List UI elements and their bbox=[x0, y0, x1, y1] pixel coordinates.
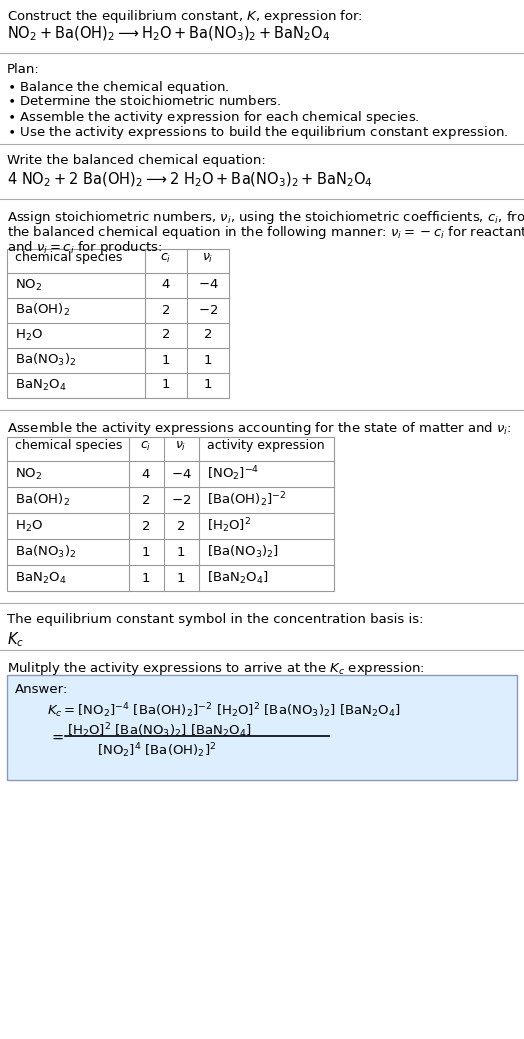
Text: and $\nu_i = c_i$ for products:: and $\nu_i = c_i$ for products: bbox=[7, 239, 162, 256]
Text: the balanced chemical equation in the following manner: $\nu_i = -c_i$ for react: the balanced chemical equation in the fo… bbox=[7, 224, 524, 241]
Text: $\mathrm{Ba(NO_3)_2}$: $\mathrm{Ba(NO_3)_2}$ bbox=[15, 352, 77, 368]
Text: $\bullet$ Balance the chemical equation.: $\bullet$ Balance the chemical equation. bbox=[7, 79, 230, 96]
Text: $[\mathrm{Ba(OH)_2}]^{-2}$: $[\mathrm{Ba(OH)_2}]^{-2}$ bbox=[207, 490, 287, 509]
Bar bbox=[7, 249, 229, 398]
Text: 2: 2 bbox=[142, 520, 150, 533]
Text: 2: 2 bbox=[177, 520, 185, 533]
Text: 1: 1 bbox=[142, 571, 150, 585]
Text: 2: 2 bbox=[162, 303, 170, 317]
Text: 4: 4 bbox=[142, 468, 150, 480]
Text: $\mathrm{4\ NO_2 + 2\ Ba(OH)_2 \longrightarrow 2\ H_2O + Ba(NO_3)_2 + BaN_2O_4}$: $\mathrm{4\ NO_2 + 2\ Ba(OH)_2 \longrigh… bbox=[7, 171, 373, 189]
Text: $[\mathrm{BaN_2O_4}]$: $[\mathrm{BaN_2O_4}]$ bbox=[207, 570, 269, 586]
Text: $[\mathrm{NO_2}]^{4}\ [\mathrm{Ba(OH)_2}]^{2}$: $[\mathrm{NO_2}]^{4}\ [\mathrm{Ba(OH)_2}… bbox=[97, 741, 216, 760]
Text: Construct the equilibrium constant, $K$, expression for:: Construct the equilibrium constant, $K$,… bbox=[7, 8, 363, 25]
Text: $\mathrm{Ba(NO_3)_2}$: $\mathrm{Ba(NO_3)_2}$ bbox=[15, 544, 77, 560]
Bar bbox=[7, 675, 517, 780]
Text: 1: 1 bbox=[204, 353, 212, 367]
Text: $-4$: $-4$ bbox=[171, 468, 191, 480]
Text: 4: 4 bbox=[162, 278, 170, 292]
Text: $\bullet$ Assemble the activity expression for each chemical species.: $\bullet$ Assemble the activity expressi… bbox=[7, 109, 420, 126]
Text: 1: 1 bbox=[177, 571, 185, 585]
Text: $\mathrm{H_2O}$: $\mathrm{H_2O}$ bbox=[15, 327, 43, 343]
Text: $K_c$: $K_c$ bbox=[7, 630, 24, 648]
Text: Mulitply the activity expressions to arrive at the $K_c$ expression:: Mulitply the activity expressions to arr… bbox=[7, 660, 425, 677]
Text: $[\mathrm{NO_2}]^{-4}$: $[\mathrm{NO_2}]^{-4}$ bbox=[207, 464, 259, 483]
Text: $\bullet$ Use the activity expressions to build the equilibrium constant express: $\bullet$ Use the activity expressions t… bbox=[7, 124, 508, 141]
Text: $=$: $=$ bbox=[49, 728, 64, 744]
Text: $\mathrm{NO_2}$: $\mathrm{NO_2}$ bbox=[15, 277, 42, 293]
Text: $c_i$: $c_i$ bbox=[140, 439, 151, 453]
Text: Assign stoichiometric numbers, $\nu_i$, using the stoichiometric coefficients, $: Assign stoichiometric numbers, $\nu_i$, … bbox=[7, 209, 524, 227]
Bar bbox=[7, 437, 334, 591]
Text: $\nu_i$: $\nu_i$ bbox=[202, 251, 214, 265]
Text: Assemble the activity expressions accounting for the state of matter and $\nu_i$: Assemble the activity expressions accoun… bbox=[7, 420, 512, 437]
Text: Write the balanced chemical equation:: Write the balanced chemical equation: bbox=[7, 154, 266, 167]
Text: 1: 1 bbox=[204, 378, 212, 392]
Text: $\mathrm{NO_2}$: $\mathrm{NO_2}$ bbox=[15, 467, 42, 481]
Text: $\bullet$ Determine the stoichiometric numbers.: $\bullet$ Determine the stoichiometric n… bbox=[7, 94, 281, 108]
Text: $\mathrm{Ba(OH)_2}$: $\mathrm{Ba(OH)_2}$ bbox=[15, 491, 70, 508]
Text: $[\mathrm{Ba(NO_3)_2}]$: $[\mathrm{Ba(NO_3)_2}]$ bbox=[207, 544, 279, 560]
Text: $-4$: $-4$ bbox=[198, 278, 219, 292]
Text: $-2$: $-2$ bbox=[171, 494, 191, 506]
Text: Answer:: Answer: bbox=[15, 683, 68, 696]
Text: $c_i$: $c_i$ bbox=[160, 251, 172, 265]
Text: $[\mathrm{H_2O}]^{2}\ [\mathrm{Ba(NO_3)_2}]\ [\mathrm{BaN_2O_4}]$: $[\mathrm{H_2O}]^{2}\ [\mathrm{Ba(NO_3)_… bbox=[67, 721, 252, 740]
Text: 1: 1 bbox=[162, 378, 170, 392]
Text: chemical species: chemical species bbox=[15, 251, 123, 265]
Text: 2: 2 bbox=[204, 328, 212, 342]
Text: $-2$: $-2$ bbox=[198, 303, 218, 317]
Text: $\mathrm{BaN_2O_4}$: $\mathrm{BaN_2O_4}$ bbox=[15, 570, 67, 586]
Text: $\mathrm{H_2O}$: $\mathrm{H_2O}$ bbox=[15, 518, 43, 534]
Text: 2: 2 bbox=[142, 494, 150, 506]
Text: activity expression: activity expression bbox=[207, 439, 325, 453]
Text: $\mathrm{NO_2 + Ba(OH)_2 \longrightarrow H_2O + Ba(NO_3)_2 + BaN_2O_4}$: $\mathrm{NO_2 + Ba(OH)_2 \longrightarrow… bbox=[7, 25, 331, 44]
Text: $[\mathrm{H_2O}]^{2}$: $[\mathrm{H_2O}]^{2}$ bbox=[207, 516, 251, 535]
Text: Plan:: Plan: bbox=[7, 63, 40, 76]
Text: $\mathrm{BaN_2O_4}$: $\mathrm{BaN_2O_4}$ bbox=[15, 377, 67, 393]
Text: $K_c = [\mathrm{NO_2}]^{-4}\ [\mathrm{Ba(OH)_2}]^{-2}\ [\mathrm{H_2O}]^{2}\ [\ma: $K_c = [\mathrm{NO_2}]^{-4}\ [\mathrm{Ba… bbox=[47, 701, 401, 720]
Text: 1: 1 bbox=[177, 545, 185, 559]
Text: 1: 1 bbox=[162, 353, 170, 367]
Text: chemical species: chemical species bbox=[15, 439, 123, 453]
Text: 1: 1 bbox=[142, 545, 150, 559]
Text: The equilibrium constant symbol in the concentration basis is:: The equilibrium constant symbol in the c… bbox=[7, 613, 423, 627]
Text: 2: 2 bbox=[162, 328, 170, 342]
Text: $\mathrm{Ba(OH)_2}$: $\mathrm{Ba(OH)_2}$ bbox=[15, 302, 70, 318]
Text: $\nu_i$: $\nu_i$ bbox=[176, 439, 187, 453]
